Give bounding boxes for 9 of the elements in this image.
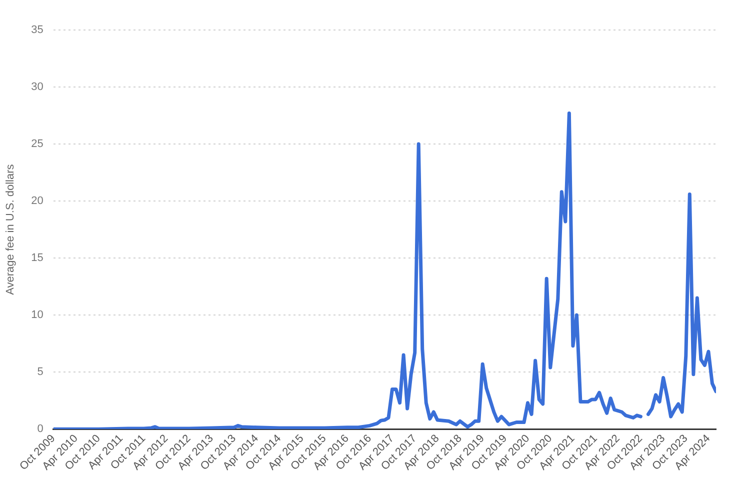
y-tick-label: 0 (37, 423, 44, 436)
y-tick-label: 5 (37, 366, 44, 378)
y-tick-label: 35 (31, 24, 44, 36)
y-tick-label: 20 (31, 195, 44, 208)
y-tick-label: 30 (31, 81, 44, 94)
y-tick-label: 25 (31, 138, 44, 150)
y-axis-title: Average fee in U.S. dollars (4, 164, 17, 295)
y-tick-label: 15 (31, 252, 44, 264)
y-tick-label: 10 (31, 309, 44, 322)
